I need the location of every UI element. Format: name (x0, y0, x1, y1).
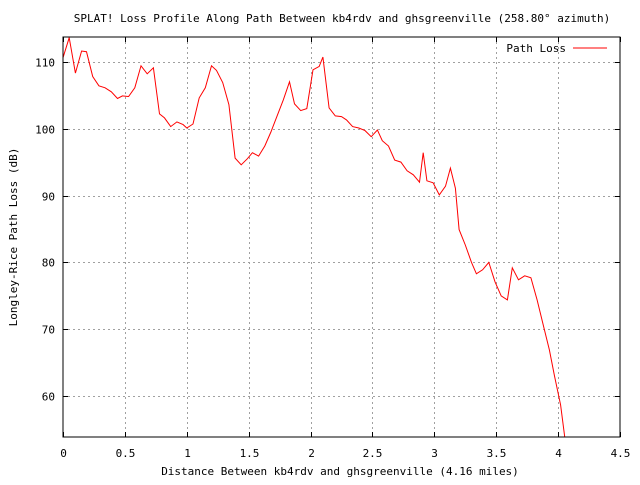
y-tick-labels: 60 70 80 90 100 110 (35, 57, 55, 404)
y-tick-label: 60 (42, 391, 55, 404)
y-axis-label: Longley-Rice Path Loss (dB) (7, 148, 20, 327)
x-tick-label: 1.5 (240, 447, 260, 460)
x-tick-label: 4 (555, 447, 562, 460)
x-tick-label: 0 (60, 447, 67, 460)
plot-border (62, 36, 621, 438)
series-line-path-loss (63, 37, 566, 437)
y-tick-label: 80 (42, 257, 55, 270)
y-tick-label: 70 (42, 324, 55, 337)
chart-title: SPLAT! Loss Profile Along Path Between k… (74, 12, 610, 25)
y-tick-label: 110 (35, 57, 55, 70)
y-tick-label: 90 (42, 191, 55, 204)
x-tick-label: 2.5 (363, 447, 383, 460)
x-tick-label: 3 (431, 447, 438, 460)
x-tick-label: 3.5 (487, 447, 507, 460)
x-tick-label: 0.5 (116, 447, 136, 460)
grid-lines (63, 37, 620, 437)
x-tick-labels: 0 0.5 1 1.5 2 2.5 3 3.5 4 4.5 (60, 447, 630, 460)
legend: Path Loss (506, 42, 607, 55)
legend-label-path-loss: Path Loss (506, 42, 566, 55)
x-axis-label: Distance Between kb4rdv and ghsgreenvill… (161, 465, 519, 478)
x-tick-label: 4.5 (611, 447, 631, 460)
x-tick-label: 2 (308, 447, 315, 460)
x-tick-label: 1 (184, 447, 191, 460)
y-tick-label: 100 (35, 124, 55, 137)
axis-ticks (63, 37, 621, 437)
